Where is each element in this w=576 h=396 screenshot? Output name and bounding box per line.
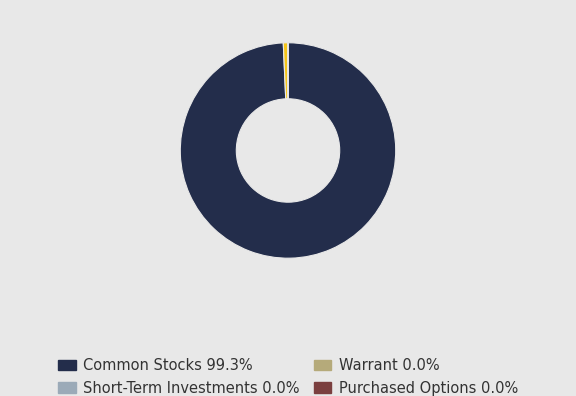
Legend: Common Stocks 99.3%, Short-Term Investments 0.0%, Corporate Bonds 0.7%, Warrant : Common Stocks 99.3%, Short-Term Investme… <box>58 358 518 396</box>
Wedge shape <box>283 43 288 99</box>
Wedge shape <box>180 43 396 258</box>
